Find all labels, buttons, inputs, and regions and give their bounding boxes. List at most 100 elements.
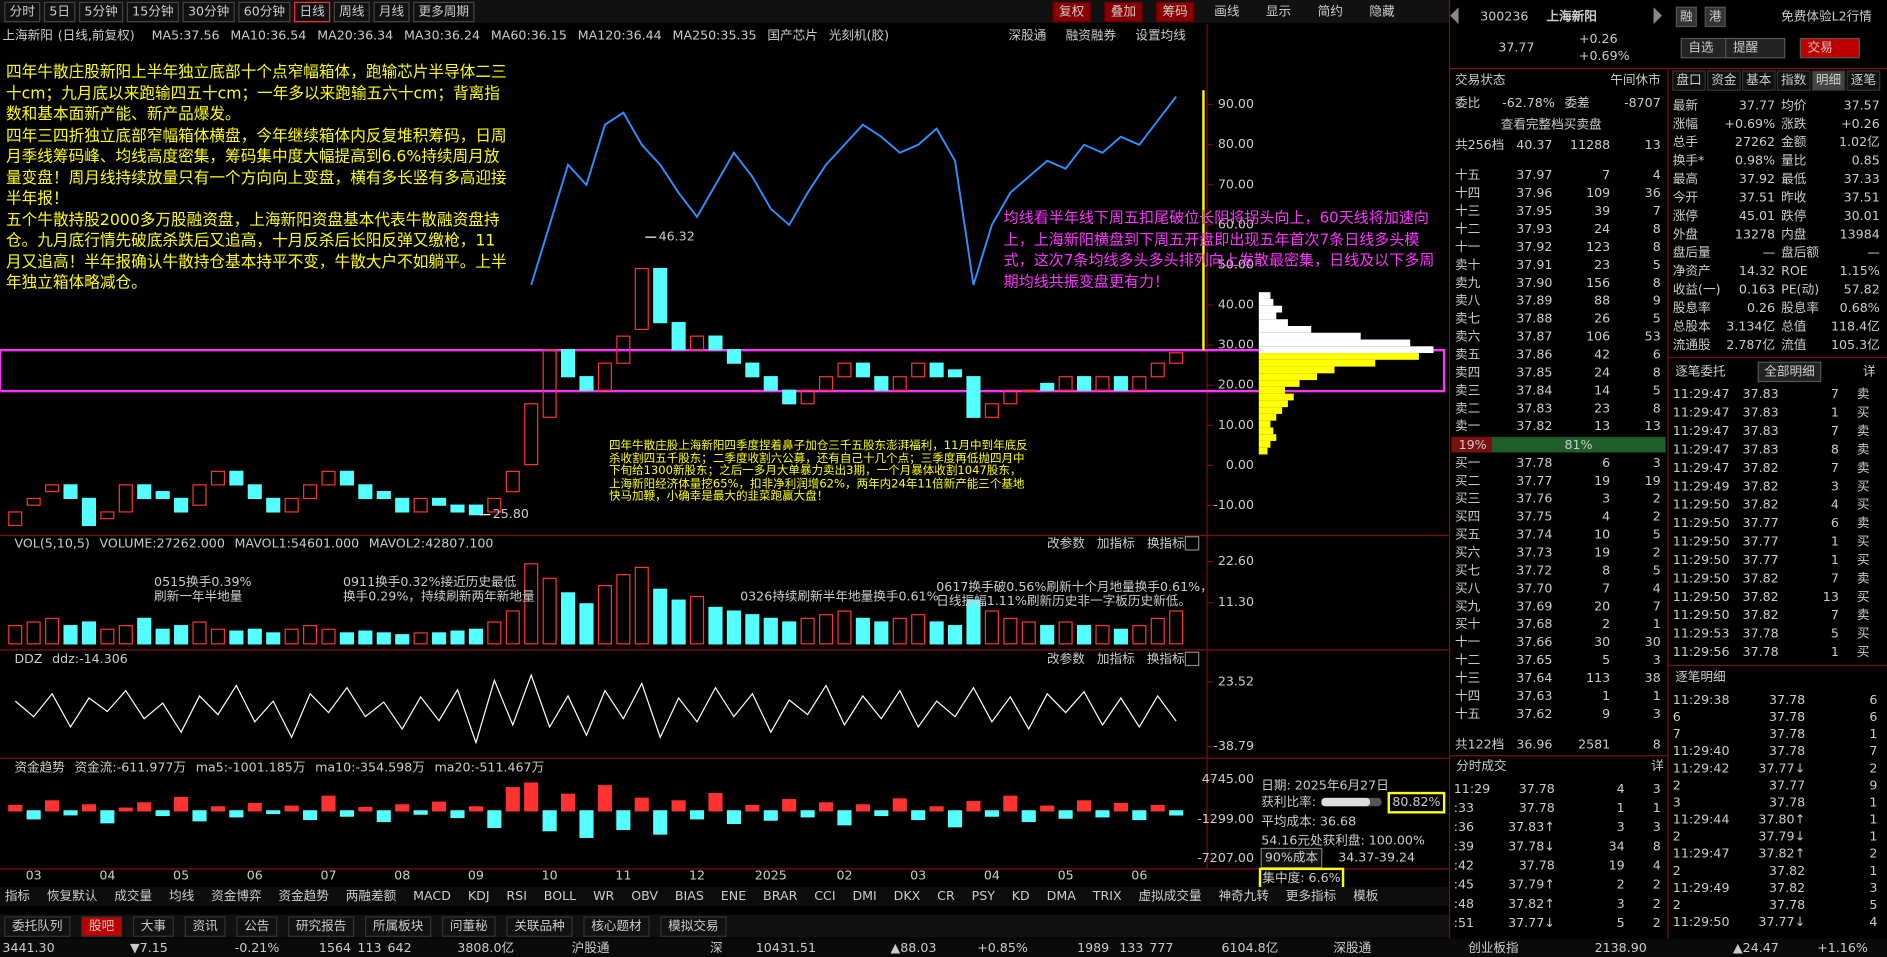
x-tick-label: 10 [542, 868, 558, 883]
indicator-tab[interactable]: BRAR [763, 888, 798, 903]
indicator-tab[interactable]: KD [1012, 888, 1030, 903]
detail-tab[interactable]: 盘口 [1676, 72, 1701, 87]
bottom-tab[interactable]: 模拟交易 [668, 918, 719, 933]
quote-button[interactable]: 自选 [1688, 40, 1714, 55]
tool-button[interactable]: 叠加 [1111, 4, 1136, 19]
candle [616, 335, 631, 364]
cost-select[interactable]: 90%成本 [1265, 850, 1319, 865]
header-tool[interactable]: 融资融券 [1066, 28, 1117, 43]
concept-tag[interactable]: 光刻机(胶) [829, 28, 889, 43]
chip-bar [1258, 346, 1434, 354]
indicator-tab[interactable]: 成交量 [114, 888, 152, 903]
book-count: 5 [1653, 311, 1661, 326]
detail-tab[interactable]: 指数 [1781, 72, 1807, 87]
header-tool[interactable]: 深股通 [1008, 28, 1046, 43]
period-tab[interactable]: 5日 [49, 4, 70, 19]
indicator-tab[interactable]: BOLL [544, 888, 576, 903]
detail-tab[interactable]: 资金 [1711, 72, 1737, 87]
x-tick-label: 04 [99, 868, 115, 883]
indicator-tab[interactable]: PSY [972, 888, 996, 903]
indicator-tab[interactable]: KDJ [468, 888, 490, 903]
indicator-tab[interactable]: BIAS [675, 888, 704, 903]
indicator-tab[interactable]: WR [593, 888, 614, 903]
bottom-tab[interactable]: 大事 [141, 918, 167, 933]
status-item: 10431.51 [756, 940, 816, 955]
indicator-tab[interactable]: DKX [894, 888, 921, 903]
tool-button[interactable]: 画线 [1214, 4, 1240, 19]
bottom-tab[interactable]: 研究报告 [296, 918, 346, 933]
panel-tool[interactable]: 换指标 [1147, 535, 1185, 550]
panel-tool[interactable]: 加指标 [1097, 651, 1135, 666]
indicator-tab[interactable]: 均线 [169, 888, 195, 903]
indicator-tab[interactable]: MACD [413, 888, 451, 903]
bar [579, 810, 594, 838]
candle [708, 335, 723, 351]
period-tab[interactable]: 周线 [339, 4, 365, 19]
period-tab[interactable]: 30分钟 [188, 4, 229, 19]
bar [653, 588, 668, 645]
orders-filter[interactable]: 全部明细 [1764, 363, 1815, 378]
indicator-tab[interactable]: DMA [1047, 888, 1077, 903]
tool-button[interactable]: 简约 [1318, 4, 1343, 19]
period-tab[interactable]: 分时 [10, 4, 36, 19]
period-tab[interactable]: 5分钟 [84, 4, 117, 19]
indicator-tab[interactable]: 虚拟成交量 [1138, 888, 1202, 903]
quote-button[interactable]: 交易 [1808, 40, 1833, 55]
bottom-tab[interactable]: 核心题材 [591, 918, 642, 933]
bar [81, 621, 96, 645]
bottom-tab[interactable]: 所属板块 [373, 918, 424, 933]
order-price: 37.78 [1743, 626, 1779, 641]
indicator-tab[interactable]: OBV [631, 888, 658, 903]
quote-button[interactable]: 提醒 [1733, 40, 1759, 55]
full-book-link[interactable]: 查看完整档买卖盘 [1501, 117, 1602, 132]
period-tab[interactable]: 15分钟 [132, 4, 173, 19]
indicator-tab[interactable]: ENE [721, 888, 746, 903]
panel-close[interactable] [1184, 536, 1200, 551]
period-tab[interactable]: 更多周期 [419, 4, 469, 19]
indicator-tab[interactable]: 指标 [5, 888, 31, 903]
bottom-tab[interactable]: 委托队列 [12, 918, 63, 933]
bottom-tab[interactable]: 股吧 [89, 918, 115, 933]
book-volume: 26 [1594, 311, 1610, 326]
bar [1076, 625, 1092, 645]
tool-button[interactable]: 筹码 [1162, 4, 1187, 19]
indicator-tab[interactable]: DMI [852, 888, 876, 903]
detail-tab[interactable]: 逐笔 [1851, 72, 1876, 87]
panel-close[interactable] [1184, 651, 1200, 667]
period-tab[interactable]: 月线 [379, 4, 405, 19]
panel-tool[interactable]: 改参数 [1047, 535, 1085, 550]
detail-tab[interactable]: 明细 [1816, 72, 1841, 87]
orders-more[interactable]: 详 [1863, 363, 1876, 378]
panel-tool[interactable]: 改参数 [1047, 651, 1085, 666]
bottom-tab[interactable]: 问董秘 [450, 918, 488, 933]
bottom-tab[interactable]: 公告 [244, 918, 269, 933]
indicator-tab[interactable]: TRIX [1092, 888, 1122, 903]
tool-button[interactable]: 复权 [1059, 4, 1085, 19]
x-tick-label: 03 [26, 868, 42, 883]
indicator-tab[interactable]: 更多指标 [1286, 888, 1337, 903]
indicator-tab[interactable]: CR [937, 888, 955, 903]
detail-tab[interactable]: 基本 [1746, 72, 1772, 87]
l2-link[interactable]: 免费体验L2行情 [1781, 8, 1872, 23]
bottom-tab[interactable]: 关联品种 [514, 918, 565, 933]
period-tab[interactable]: 日线 [299, 4, 325, 19]
indicator-tab[interactable]: 资金博弈 [211, 888, 262, 903]
indicator-tab[interactable]: 恢复默认 [47, 888, 98, 903]
trades-more[interactable]: 详 [1651, 758, 1664, 773]
indicator-tab[interactable]: 神奇九转 [1218, 888, 1269, 903]
tick-time: 2 [1673, 829, 1681, 844]
bottom-tab[interactable]: 资讯 [192, 918, 218, 933]
indicator-tab[interactable]: CCI [814, 888, 835, 903]
tool-button[interactable]: 隐藏 [1369, 4, 1395, 19]
stat-value: 105.3亿 [1831, 337, 1880, 352]
tool-button[interactable]: 显示 [1266, 4, 1291, 19]
indicator-tab[interactable]: RSI [506, 888, 527, 903]
period-tab[interactable]: 60分钟 [244, 4, 285, 19]
indicator-tab[interactable]: 模板 [1353, 888, 1379, 903]
panel-tool[interactable]: 换指标 [1147, 651, 1185, 666]
indicator-tab[interactable]: 资金趋势 [278, 888, 329, 903]
panel-tool[interactable]: 加指标 [1097, 535, 1135, 550]
header-tool[interactable]: 设置均线 [1135, 28, 1186, 43]
concept-tag[interactable]: 国产芯片 [767, 28, 818, 43]
indicator-tab[interactable]: 两融差额 [346, 888, 397, 903]
